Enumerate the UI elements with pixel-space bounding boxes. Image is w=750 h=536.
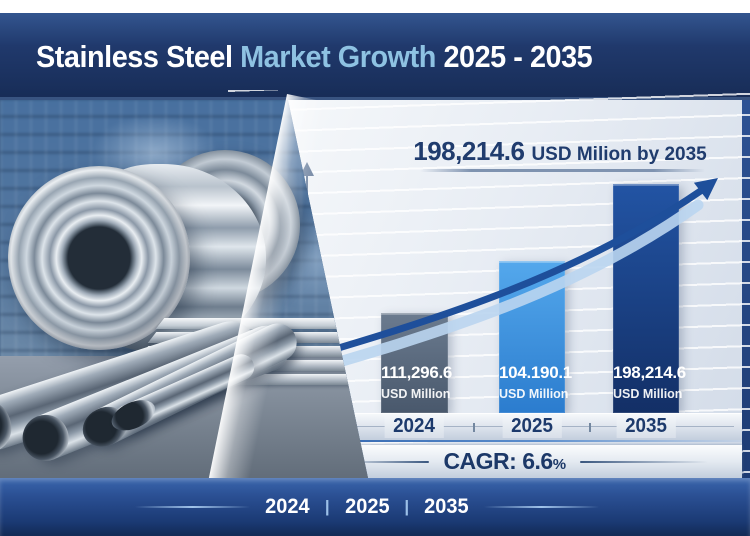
bar-unit: USD Million <box>499 387 569 401</box>
bar-2035: 198,214.6 USD Million <box>613 184 686 413</box>
footer-separator: | <box>404 497 410 516</box>
cagr-left-line <box>337 460 430 463</box>
cagr-percent-sign: % <box>552 456 566 473</box>
footer-band: 2024 | 2025 | 2035 <box>0 478 750 536</box>
title-part-1: Stainless Steel <box>36 39 233 74</box>
bar-value-label: 198,214.6 USD Million <box>613 363 686 401</box>
axis-tick <box>589 423 591 432</box>
headline: 198,214.6 USD Milion by 2035 <box>375 136 745 167</box>
cagr-right-line <box>579 460 708 463</box>
title-part-2: 2025 - 2035 <box>443 39 593 74</box>
headline-suffix: USD Milion by 2035 <box>531 144 707 165</box>
headline-underline <box>420 169 705 172</box>
bar-2025: 104.190.1 USD Million <box>499 261 572 413</box>
title-part-accent: Market Growth <box>240 39 436 74</box>
bar-value-label: 104.190.1 USD Million <box>499 363 572 401</box>
bar-value: 198,214.6 <box>613 363 686 382</box>
footer-year-2024: 2024 <box>265 495 310 518</box>
x-axis-band: 2024 2025 2035 <box>290 413 742 440</box>
bar-unit: USD Million <box>381 387 451 401</box>
footer-line <box>483 506 599 508</box>
axis-tick <box>473 423 475 432</box>
steel-coil-face-image <box>8 166 190 350</box>
headline-value: 198,214.6 <box>413 136 525 166</box>
footer-year-2035: 2035 <box>424 495 469 518</box>
page-title: Stainless Steel Market Growth 2025 - 203… <box>36 39 593 75</box>
bar-value: 104.190.1 <box>499 363 572 382</box>
header-band: Stainless Steel Market Growth 2025 - 203… <box>0 13 750 100</box>
footer-year-2025: 2025 <box>344 495 390 518</box>
cagr-label: CAGR: <box>443 448 517 474</box>
cagr-text: CAGR: 6.6% <box>443 448 566 475</box>
axis-blue-rule <box>290 440 742 442</box>
bar-unit: USD Million <box>613 387 683 401</box>
bar-value-label: 111,296.6 USD Million <box>381 363 453 401</box>
axis-label-2024: 2024 <box>384 415 444 438</box>
bar-value: 111,296.6 <box>381 363 453 382</box>
bar-2024: 111,296.6 USD Million <box>381 313 453 413</box>
footer-line <box>135 506 251 508</box>
axis-label-2035: 2035 <box>616 415 676 438</box>
footer-separator: | <box>324 497 330 516</box>
axis-label-2025: 2025 <box>502 415 562 438</box>
footer-years-row: 2024 | 2025 | 2035 <box>0 478 742 536</box>
cagr-value: 6.6 <box>522 448 553 474</box>
